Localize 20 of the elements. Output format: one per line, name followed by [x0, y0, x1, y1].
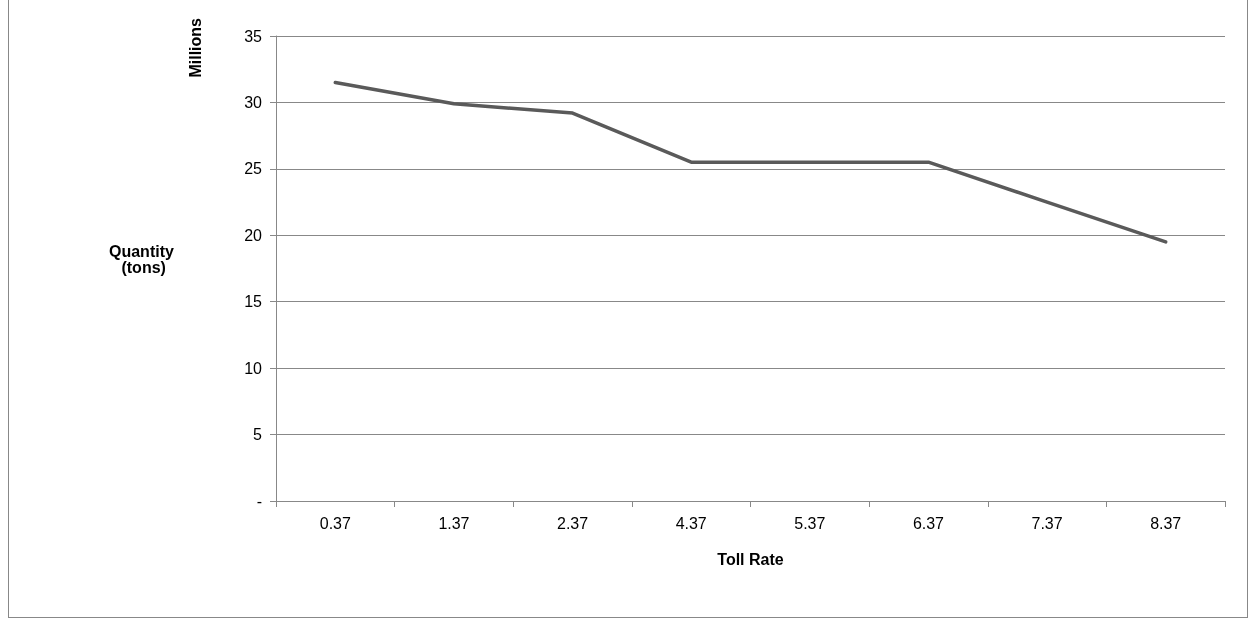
x-tick-label: 7.37: [1031, 514, 1063, 532]
x-tick-label: 5.37: [794, 514, 826, 532]
x-axis-title: Toll Rate: [717, 550, 784, 568]
x-tick-label: 4.37: [675, 514, 707, 532]
y-tick-label: 5: [253, 426, 263, 444]
y-tick-label: 30: [244, 93, 263, 111]
line-series: [333, 80, 1168, 244]
x-tick-label: 1.37: [438, 514, 470, 532]
y-tick-label: 25: [244, 160, 263, 178]
text: Millions: [186, 17, 204, 78]
x-tick-label: 2.37: [556, 514, 589, 532]
x-tick-label: 6.37: [912, 514, 945, 532]
y-axis-title: Quantity (tons): [109, 242, 179, 276]
x-tick-label: 0.37: [319, 514, 351, 532]
y-tick-label: 35: [244, 27, 263, 45]
y-tick-label: 10: [244, 359, 263, 377]
y-tick-label: 15: [244, 293, 263, 311]
x-tick-label: 8.37: [1150, 514, 1182, 532]
y-tick-label: 20: [244, 226, 263, 244]
y-tick-label: -: [256, 492, 262, 510]
